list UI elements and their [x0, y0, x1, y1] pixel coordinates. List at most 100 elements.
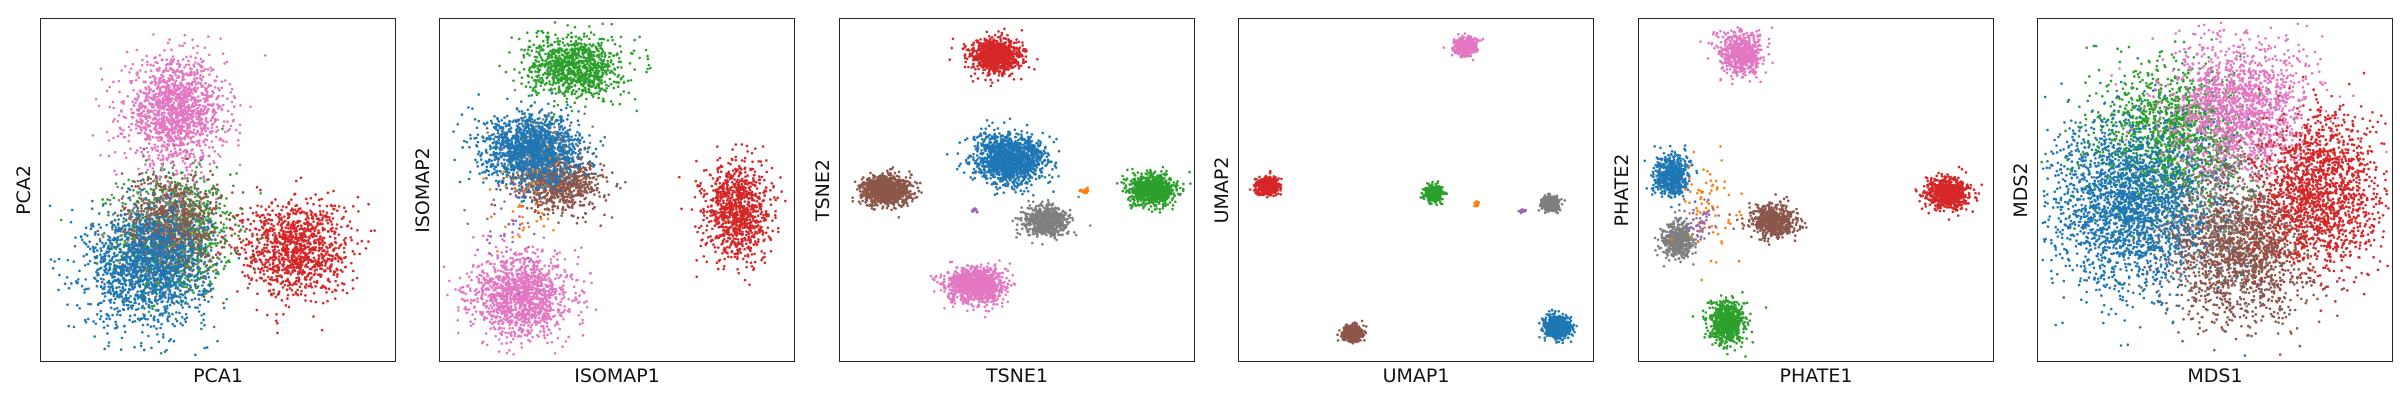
- scatter-point: [177, 125, 181, 129]
- scatter-point: [166, 41, 170, 45]
- scatter-point: [163, 98, 166, 102]
- scatter-point: [209, 217, 212, 220]
- scatter-point: [173, 240, 176, 244]
- scatter-point: [156, 145, 160, 148]
- scatter-point: [152, 179, 155, 183]
- scatter-point: [129, 128, 133, 132]
- scatter-point: [208, 284, 212, 288]
- scatter-point: [57, 288, 60, 292]
- scatter-point: [199, 276, 203, 279]
- scatter-point: [179, 152, 182, 155]
- scatter-point: [158, 265, 161, 269]
- scatter-point: [173, 236, 177, 240]
- scatter-point: [147, 154, 151, 158]
- scatter-point: [127, 139, 130, 143]
- scatter-point: [186, 127, 189, 131]
- scatter-point: [201, 271, 205, 274]
- scatter-point: [167, 120, 170, 123]
- scatter-point: [184, 290, 187, 294]
- scatter-point: [92, 320, 95, 323]
- scatter-point: [166, 220, 170, 224]
- scatter-point: [157, 269, 161, 272]
- scatter-point: [131, 259, 134, 263]
- scatter-point: [194, 204, 198, 208]
- scatter-point: [171, 106, 174, 110]
- scatter-point: [163, 305, 166, 309]
- scatter-point: [198, 139, 201, 142]
- scatter-point: [137, 226, 141, 230]
- scatter-point: [215, 187, 219, 191]
- scatter-point: [191, 38, 194, 41]
- scatter-point: [198, 133, 202, 137]
- scatter-point: [196, 217, 199, 220]
- scatter-point: [203, 67, 207, 71]
- scatter-point: [155, 327, 158, 330]
- scatter-point: [131, 232, 134, 236]
- scatter-point: [215, 97, 218, 101]
- scatter-point: [149, 212, 153, 215]
- scatter-point: [180, 315, 184, 319]
- scatter-point: [213, 242, 217, 245]
- scatter-point: [147, 124, 151, 127]
- scatter-point: [197, 103, 200, 107]
- scatter-point: [147, 291, 150, 294]
- scatter-point: [153, 98, 157, 101]
- scatter-point: [107, 250, 111, 253]
- scatter-point: [230, 100, 234, 104]
- scatter-point: [239, 206, 242, 210]
- scatter-point: [168, 303, 172, 307]
- scatter-point: [153, 108, 157, 112]
- scatter-point: [158, 77, 161, 80]
- scatter-point: [167, 131, 170, 135]
- scatter-point: [173, 224, 176, 228]
- scatter-point: [130, 184, 134, 188]
- scatter-point: [191, 203, 195, 207]
- scatter-point: [178, 102, 182, 105]
- scatter-point: [136, 236, 139, 240]
- scatter-point: [137, 284, 141, 287]
- scatter-point: [164, 212, 167, 216]
- scatter-point: [147, 303, 151, 307]
- scatter-point: [128, 272, 131, 275]
- scatter-point: [143, 137, 147, 141]
- scatter-point: [144, 95, 148, 98]
- scatter-point: [166, 179, 170, 183]
- scatter-point: [188, 204, 192, 208]
- scatter-point: [210, 126, 214, 129]
- scatter-point: [99, 266, 103, 270]
- scatter-point: [157, 111, 161, 115]
- scatter-point: [199, 122, 203, 126]
- scatter-point: [148, 76, 152, 79]
- scatter-point: [193, 195, 197, 199]
- scatter-point: [177, 260, 181, 264]
- scatter-point: [79, 235, 83, 239]
- scatter-point: [187, 93, 190, 96]
- scatter-point: [226, 129, 230, 133]
- scatter-point: [165, 197, 168, 200]
- scatter-point: [109, 241, 112, 245]
- scatter-point: [192, 275, 196, 279]
- scatter-point: [122, 220, 125, 224]
- scatter-point: [163, 85, 166, 89]
- scatter-point: [249, 105, 252, 109]
- scatter-point: [229, 124, 233, 128]
- scatter-point: [173, 120, 177, 124]
- scatter-point: [182, 243, 185, 247]
- scatter-point: [150, 200, 153, 204]
- scatter-point: [175, 69, 179, 73]
- scatter-point: [153, 249, 157, 253]
- scatter-point: [86, 234, 89, 237]
- scatter-point: [146, 256, 150, 260]
- scatter-point: [162, 196, 165, 200]
- scatter-point: [109, 258, 113, 262]
- scatter-point: [197, 252, 200, 255]
- scatter-point: [189, 121, 193, 124]
- scatter-point: [170, 48, 173, 52]
- scatter-point: [155, 136, 158, 139]
- scatter-point: [204, 195, 208, 198]
- scatter-point: [107, 139, 111, 142]
- scatter-point: [190, 298, 194, 302]
- scatter-point: [169, 206, 172, 210]
- scatter-point: [197, 293, 200, 296]
- scatter-point: [51, 267, 55, 270]
